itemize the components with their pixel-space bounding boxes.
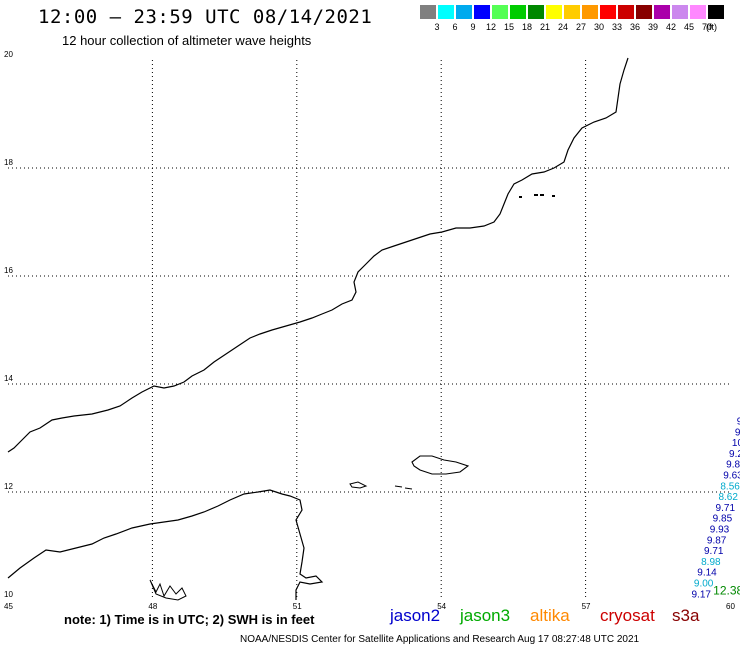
swh-value-jason2: 8.56 (720, 481, 740, 492)
lat-lon-grid (8, 60, 730, 600)
scale-label: 24 (557, 22, 568, 32)
footer-credit: NOAA/NESDIS Center for Satellite Applica… (240, 634, 640, 645)
satellite-jason2: jason2 (390, 606, 441, 625)
island-socotra (411, 455, 470, 475)
scale-label: 9 (470, 22, 476, 32)
scale-label: 33 (611, 22, 622, 32)
swh-value-jason2: 9.25 (729, 449, 740, 460)
scale-label: 39 (647, 22, 658, 32)
x-tick-label: 45 (4, 602, 13, 611)
altimeter-tracks: 9.179.009.148.989.719.879.939.859.718.62… (691, 406, 740, 601)
swh-value-jason2: 9.62 (737, 417, 740, 428)
scale-label: 27 (575, 22, 586, 32)
swh-value-jason2: 9.93 (710, 525, 730, 536)
scale-swatch (708, 5, 724, 19)
scale-swatch (672, 5, 688, 19)
scale-swatch (546, 5, 562, 19)
y-tick-label: 18 (4, 158, 13, 167)
scale-label: 6 (452, 22, 458, 32)
coastline-arabia (7, 57, 629, 453)
islands-scribble (149, 579, 187, 601)
map-frame (8, 60, 730, 600)
scale-label: 45 (683, 22, 694, 32)
scale-label: 36 (629, 22, 640, 32)
islands-kuria-muria (519, 194, 555, 198)
scale-swatch (510, 5, 526, 19)
scale-swatch (600, 5, 616, 19)
y-tick-label: 12 (4, 482, 13, 491)
satellite-s3a: s3a (672, 606, 700, 625)
swh-value-jason2: 9.71 (704, 546, 724, 557)
swh-value-jason2: 9.85 (713, 514, 733, 525)
swh-value-jason2: 9.88 (726, 460, 740, 471)
coastline-africa (7, 489, 324, 600)
scale-swatch (564, 5, 580, 19)
scale-label: 21 (539, 22, 550, 32)
scale-swatch (438, 5, 454, 19)
satellite-cryosat: cryosat (600, 606, 655, 625)
y-tick-label: 14 (4, 374, 13, 383)
y-tick-label: 20 (4, 50, 13, 59)
scale-swatch (492, 5, 508, 19)
note-text: note: 1) Time is in UTC; 2) SWH is in fe… (64, 612, 315, 627)
scale-swatch (582, 5, 598, 19)
x-tick-label: 54 (437, 602, 447, 611)
scale-swatch (690, 5, 706, 19)
y-tick-label: 16 (4, 266, 13, 275)
swh-value-jason2: 9.63 (723, 471, 740, 482)
swh-value-jason2: 10.35 (732, 438, 740, 449)
swh-value-jason2: 8.62 (718, 492, 738, 503)
scale-swatch (636, 5, 652, 19)
scale-unit: (ft) (706, 22, 717, 32)
swh-value-jason2: 9.87 (707, 535, 727, 546)
swh-value-jason2: 9.00 (694, 579, 714, 590)
scale-label: 70 (701, 22, 712, 32)
scale-label: 42 (665, 22, 676, 32)
scale-label: 12 (485, 22, 496, 32)
scale-swatch (618, 5, 634, 19)
scale-swatch (528, 5, 544, 19)
scale-swatch (474, 5, 490, 19)
map-title: 12:00 – 23:59 UTC 08/14/2021 (38, 6, 373, 28)
swh-value-jason2: 9.17 (691, 589, 711, 600)
x-tick-label: 60 (726, 602, 735, 611)
satellite-jason3: jason3 (460, 606, 511, 625)
scale-label: 18 (521, 22, 532, 32)
scale-swatch (420, 5, 436, 19)
satellite-altika: altika (530, 606, 570, 625)
scale-swatch (654, 5, 670, 19)
islands-abd-al-kuri (349, 481, 413, 490)
y-tick-label: 10 (4, 590, 13, 599)
map-subtitle: 12 hour collection of altimeter wave hei… (62, 33, 312, 48)
scale-swatch (456, 5, 472, 19)
swh-value-jason2: 8.98 (701, 557, 721, 568)
swh-value-jason2: 9.52 (735, 427, 740, 438)
x-tick-label: 57 (581, 602, 591, 611)
scale-label: 3 (434, 22, 440, 32)
swh-value-jason2: 9.71 (716, 503, 736, 514)
x-tick-label: 48 (148, 602, 158, 611)
scale-label: 30 (593, 22, 604, 32)
scale-label: 15 (503, 22, 514, 32)
swh-value-jason2: 9.14 (697, 568, 717, 579)
x-tick-label: 51 (292, 602, 302, 611)
swh-value-jason3: 12.38 (713, 584, 740, 598)
